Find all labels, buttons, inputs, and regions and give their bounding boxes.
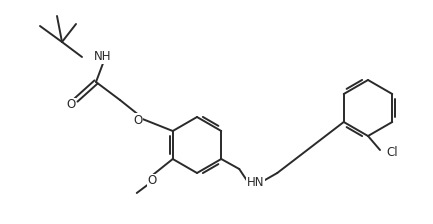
Text: O: O [133,114,142,127]
Text: O: O [66,99,76,112]
Text: O: O [147,174,156,187]
Text: Cl: Cl [386,146,397,159]
Text: HN: HN [246,177,264,190]
Text: NH: NH [94,50,112,63]
